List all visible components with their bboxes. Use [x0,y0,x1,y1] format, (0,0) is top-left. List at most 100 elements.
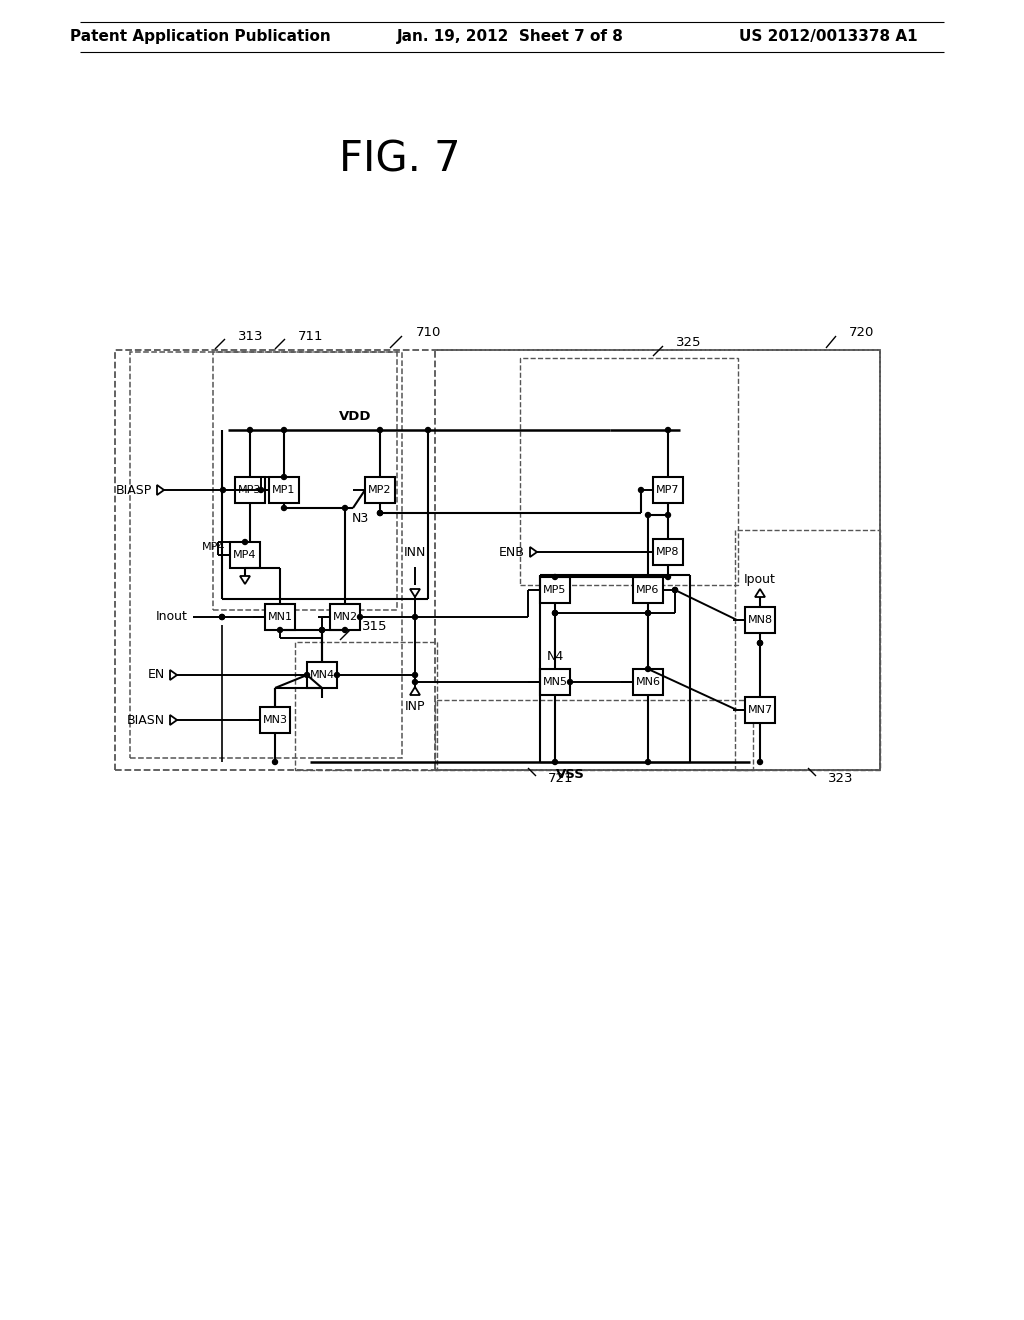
Circle shape [426,428,430,433]
Circle shape [553,759,557,764]
Bar [745,607,775,634]
Bar [130,352,402,758]
Circle shape [413,680,418,685]
Circle shape [304,672,309,677]
Text: MP4: MP4 [233,550,257,560]
Circle shape [553,610,557,615]
Circle shape [639,487,643,492]
Circle shape [666,512,671,517]
Text: MP2: MP2 [369,484,392,495]
Text: VDD: VDD [339,411,372,424]
Text: MN5: MN5 [543,677,567,686]
Text: INN: INN [403,545,426,558]
Circle shape [645,759,650,764]
Text: 711: 711 [298,330,324,342]
Circle shape [645,610,650,615]
Polygon shape [240,576,250,583]
Circle shape [758,640,763,645]
Text: ENB: ENB [499,545,525,558]
Bar [633,577,663,603]
Bar [234,477,265,503]
Text: MN7: MN7 [748,705,772,715]
Text: MP4: MP4 [202,543,225,552]
Circle shape [378,511,383,516]
Text: MN2: MN2 [333,612,357,622]
Circle shape [758,640,763,645]
Bar [265,605,295,630]
Circle shape [567,680,572,685]
Circle shape [282,428,287,433]
Text: MP3: MP3 [239,484,262,495]
Circle shape [666,574,671,579]
Bar [295,642,437,770]
Circle shape [319,627,325,632]
Circle shape [219,615,224,619]
Circle shape [272,759,278,764]
Circle shape [378,511,383,516]
Circle shape [219,615,224,619]
Bar [115,350,880,770]
Text: MP1: MP1 [272,484,296,495]
Text: FIG. 7: FIG. 7 [339,139,461,181]
Text: Ipout: Ipout [744,573,776,586]
Text: VSS: VSS [556,768,585,781]
Circle shape [248,428,253,433]
Circle shape [319,627,325,632]
Text: BIASP: BIASP [116,483,152,496]
Text: Inout: Inout [156,610,188,623]
Circle shape [645,610,650,615]
Text: US 2012/0013378 A1: US 2012/0013378 A1 [738,29,918,45]
Circle shape [413,615,418,619]
Text: 325: 325 [676,337,701,350]
Text: Jan. 19, 2012  Sheet 7 of 8: Jan. 19, 2012 Sheet 7 of 8 [396,29,624,45]
Text: MN4: MN4 [309,671,335,680]
Circle shape [357,615,362,619]
Text: MP6: MP6 [636,585,659,595]
Circle shape [243,540,248,544]
Bar [435,350,880,770]
Polygon shape [170,671,177,680]
Circle shape [335,672,340,677]
Polygon shape [530,546,537,557]
Text: MP5: MP5 [544,585,566,595]
Circle shape [278,627,283,632]
Bar [269,477,299,503]
Bar [260,708,290,733]
Polygon shape [410,686,420,696]
Circle shape [645,667,650,672]
Circle shape [758,759,763,764]
Circle shape [553,610,557,615]
Text: N4: N4 [547,651,563,664]
Bar [435,700,753,770]
Bar [540,669,570,696]
Text: 720: 720 [849,326,874,339]
Text: 323: 323 [828,772,853,785]
Bar [213,352,397,610]
Text: MN1: MN1 [267,612,293,622]
Polygon shape [755,589,765,597]
Text: MP8: MP8 [656,546,680,557]
Text: MN8: MN8 [748,615,772,624]
Text: MN3: MN3 [262,715,288,725]
Bar [540,577,570,603]
Bar [520,358,738,585]
Polygon shape [157,484,164,495]
Circle shape [282,506,287,511]
Circle shape [220,487,225,492]
Circle shape [645,512,650,517]
Circle shape [413,672,418,677]
Bar [735,531,880,770]
Bar [307,663,337,688]
Bar [745,697,775,723]
Circle shape [258,487,263,492]
Bar [365,477,395,503]
Text: 721: 721 [548,772,573,785]
Text: EN: EN [147,668,165,681]
Circle shape [666,428,671,433]
Circle shape [342,627,347,632]
Text: 710: 710 [416,326,441,339]
Text: Patent Application Publication: Patent Application Publication [70,29,331,45]
Circle shape [553,574,557,579]
Text: INP: INP [404,700,425,713]
Bar [633,669,663,696]
